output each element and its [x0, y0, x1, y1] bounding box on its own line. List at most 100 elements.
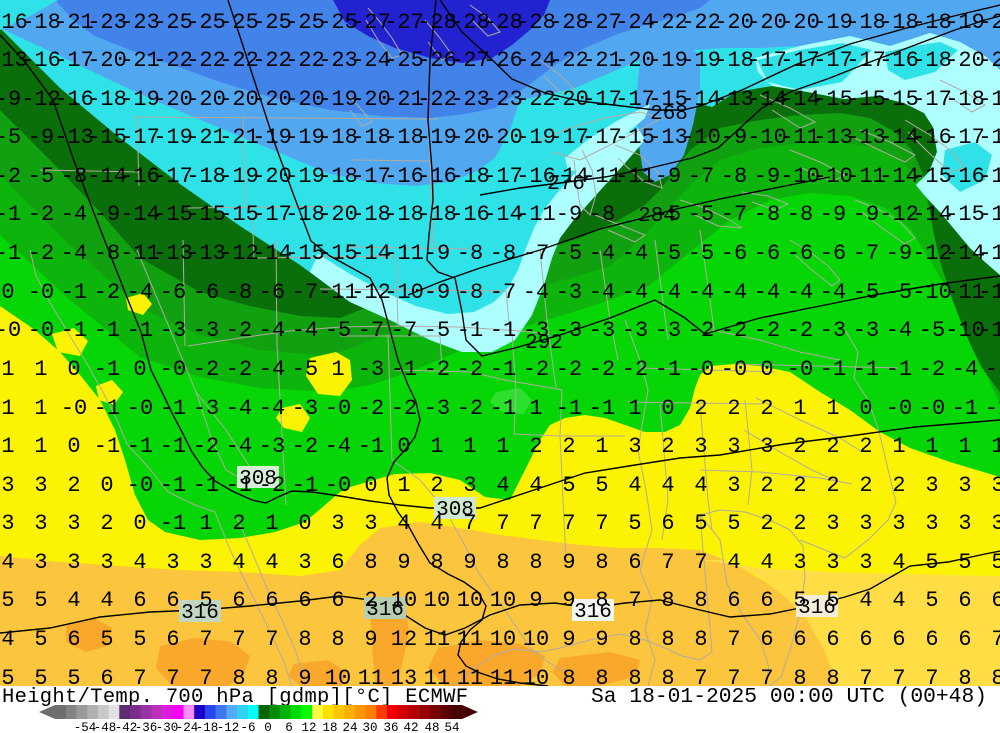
- svg-text:-25: -25: [318, 10, 358, 35]
- svg-text:-14: -14: [483, 202, 523, 227]
- svg-text:0: 0: [1, 280, 14, 305]
- svg-text:-4: -4: [259, 318, 285, 343]
- svg-text:-3: -3: [556, 318, 582, 343]
- svg-text:9: 9: [595, 627, 608, 652]
- svg-text:4: 4: [628, 473, 641, 498]
- svg-text:-23: -23: [120, 10, 160, 35]
- svg-text:3: 3: [859, 511, 872, 536]
- svg-text:316: 316: [574, 601, 612, 624]
- svg-text:3: 3: [991, 473, 1000, 498]
- svg-text:-20: -20: [285, 87, 325, 112]
- svg-text:3: 3: [628, 434, 641, 459]
- svg-text:-14: -14: [780, 87, 820, 112]
- svg-text:-21: -21: [120, 48, 160, 73]
- svg-text:5: 5: [133, 627, 146, 652]
- svg-text:-9: -9: [28, 125, 54, 150]
- svg-text:-27: -27: [384, 10, 424, 35]
- svg-text:-13: -13: [714, 87, 754, 112]
- svg-text:3: 3: [67, 550, 80, 575]
- svg-text:-18: -18: [384, 125, 424, 150]
- svg-text:8: 8: [232, 666, 245, 691]
- svg-text:-15: -15: [912, 164, 952, 189]
- svg-text:-1: -1: [358, 434, 384, 459]
- svg-text:-17: -17: [912, 87, 952, 112]
- svg-text:-2: -2: [787, 318, 813, 343]
- svg-text:-0: -0: [688, 357, 714, 382]
- svg-text:-2: -2: [688, 318, 714, 343]
- svg-text:-18: -18: [912, 10, 952, 35]
- svg-text:-3: -3: [424, 396, 450, 421]
- svg-text:-17: -17: [945, 125, 985, 150]
- svg-text:0: 0: [133, 357, 146, 382]
- svg-text:-19: -19: [318, 87, 358, 112]
- svg-text:-15: -15: [219, 202, 259, 227]
- svg-text:-19: -19: [252, 125, 292, 150]
- svg-text:-8: -8: [457, 241, 483, 266]
- svg-text:-5: -5: [292, 357, 318, 382]
- svg-text:-27: -27: [582, 10, 622, 35]
- svg-text:8: 8: [364, 550, 377, 575]
- svg-text:7: 7: [199, 627, 212, 652]
- svg-text:7: 7: [925, 666, 938, 691]
- svg-text:-0: -0: [787, 357, 813, 382]
- svg-text:8: 8: [958, 666, 971, 691]
- svg-text:3: 3: [859, 550, 872, 575]
- svg-text:5: 5: [1, 666, 14, 691]
- svg-text:6: 6: [760, 627, 773, 652]
- svg-text:3: 3: [925, 511, 938, 536]
- svg-text:-17: -17: [780, 48, 820, 73]
- svg-text:-20: -20: [252, 164, 292, 189]
- svg-text:-16: -16: [978, 202, 1000, 227]
- svg-text:9: 9: [397, 550, 410, 575]
- svg-text:5: 5: [34, 666, 47, 691]
- svg-text:7: 7: [727, 666, 740, 691]
- svg-text:-9: -9: [556, 202, 582, 227]
- svg-text:3: 3: [925, 473, 938, 498]
- svg-text:-22: -22: [648, 10, 688, 35]
- svg-text:-6: -6: [754, 241, 780, 266]
- svg-text:4: 4: [100, 588, 113, 613]
- svg-text:-26: -26: [417, 48, 457, 73]
- svg-text:-27: -27: [351, 10, 391, 35]
- svg-text:7: 7: [628, 588, 641, 613]
- svg-text:-20: -20: [483, 125, 523, 150]
- svg-text:2: 2: [232, 511, 245, 536]
- svg-text:-8: -8: [490, 241, 516, 266]
- svg-text:-3: -3: [292, 396, 318, 421]
- svg-text:7: 7: [562, 511, 575, 536]
- svg-text:12: 12: [391, 627, 417, 652]
- svg-text:-4: -4: [952, 357, 978, 382]
- svg-text:-6: -6: [820, 241, 846, 266]
- svg-text:-28: -28: [483, 10, 523, 35]
- svg-text:-7: -7: [688, 164, 714, 189]
- svg-text:-0: -0: [886, 396, 912, 421]
- svg-text:-28: -28: [417, 10, 457, 35]
- svg-text:2: 2: [661, 434, 674, 459]
- svg-text:6: 6: [100, 666, 113, 691]
- svg-text:-22: -22: [186, 48, 226, 73]
- svg-text:-22: -22: [681, 10, 721, 35]
- svg-text:-24: -24: [516, 48, 556, 73]
- svg-text:7: 7: [133, 666, 146, 691]
- svg-text:-9: -9: [424, 241, 450, 266]
- svg-text:1: 1: [925, 434, 938, 459]
- svg-text:-4: -4: [589, 241, 615, 266]
- svg-text:-4: -4: [622, 280, 648, 305]
- svg-text:5: 5: [958, 550, 971, 575]
- svg-text:8: 8: [529, 550, 542, 575]
- svg-text:8: 8: [661, 666, 674, 691]
- svg-text:-17: -17: [120, 125, 160, 150]
- svg-text:3: 3: [34, 550, 47, 575]
- svg-text:-23: -23: [318, 48, 358, 73]
- svg-text:2: 2: [793, 473, 806, 498]
- svg-text:6: 6: [892, 627, 905, 652]
- svg-text:-1: -1: [589, 396, 615, 421]
- svg-text:6: 6: [859, 627, 872, 652]
- svg-text:-8: -8: [589, 202, 615, 227]
- svg-text:2: 2: [793, 511, 806, 536]
- svg-text:-19: -19: [516, 125, 556, 150]
- svg-text:-25: -25: [384, 48, 424, 73]
- svg-text:-14: -14: [549, 164, 589, 189]
- svg-text:-20: -20: [153, 87, 193, 112]
- svg-text:-3: -3: [193, 318, 219, 343]
